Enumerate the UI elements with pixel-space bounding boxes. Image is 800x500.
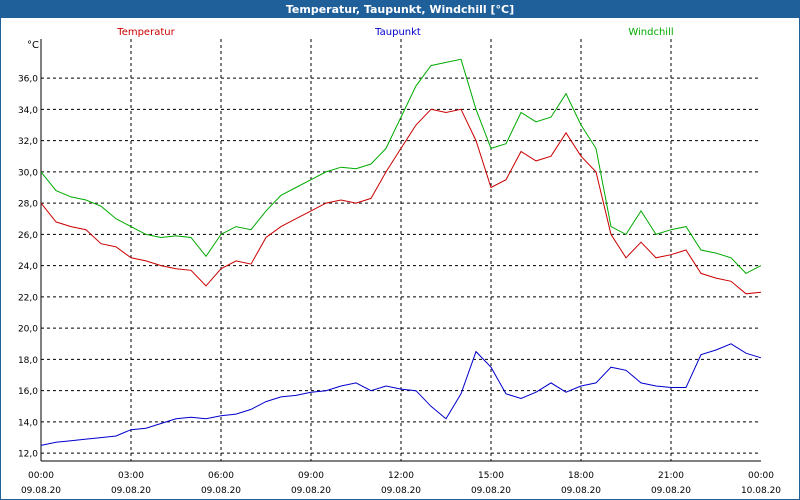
legend-entry-temperatur: Temperatur bbox=[116, 27, 175, 38]
x-tick-date: 09.08.20 bbox=[291, 486, 331, 496]
legend-entry-windchill: Windchill bbox=[628, 27, 673, 38]
x-tick-time: 21:00 bbox=[658, 471, 684, 481]
x-tick-date: 09.08.20 bbox=[381, 486, 421, 496]
y-tick-label: 20,0 bbox=[18, 325, 38, 335]
x-tick-date: 09.08.20 bbox=[561, 486, 601, 496]
y-tick-label: 30,0 bbox=[18, 168, 38, 178]
x-tick-time: 12:00 bbox=[388, 471, 414, 481]
x-tick-date: 09.08.20 bbox=[651, 486, 691, 496]
series-line-windchill bbox=[40, 58, 762, 275]
x-tick-time: 15:00 bbox=[478, 471, 504, 481]
y-tick-label: 34,0 bbox=[18, 106, 38, 116]
window-title: Temperatur, Taupunkt, Windchill [°C] bbox=[1, 1, 799, 18]
axes: 12,0 14,0 16,0 18,0 20,0 22,0 24,0 26,0 28,0 30,0… bbox=[18, 39, 781, 496]
y-tick-label: 22,0 bbox=[18, 293, 38, 303]
x-tick-date: 09.08.20 bbox=[201, 486, 241, 496]
x-tick-time: 18:00 bbox=[568, 471, 594, 481]
x-tick-time: 03:00 bbox=[118, 471, 144, 481]
x-tick-time: 06:00 bbox=[208, 471, 234, 481]
x-tick-date: 09.08.20 bbox=[111, 486, 151, 496]
y-tick-label: 28,0 bbox=[18, 200, 38, 210]
x-tick-date: 09.08.20 bbox=[21, 486, 61, 496]
series-lines bbox=[40, 58, 762, 446]
series-line-taupunkt bbox=[40, 343, 762, 446]
y-tick-label: 18,0 bbox=[18, 356, 38, 366]
legend: Temperatur Taupunkt Windchill bbox=[116, 27, 673, 38]
y-tick-label: 16,0 bbox=[18, 387, 38, 397]
x-tick-time: 00:00 bbox=[28, 471, 54, 481]
y-tick-label: 32,0 bbox=[18, 137, 38, 147]
x-tick-time: 09:00 bbox=[298, 471, 324, 481]
series-line-temperatur bbox=[40, 108, 762, 295]
y-axis-label: °C bbox=[27, 40, 39, 51]
legend-entry-taupunkt: Taupunkt bbox=[374, 27, 421, 38]
y-tick-label: 12,0 bbox=[18, 450, 38, 460]
x-tick-date: 10.08.20 bbox=[741, 486, 781, 496]
y-tick-label: 24,0 bbox=[18, 262, 38, 272]
x-tick-time: 00:00 bbox=[748, 471, 774, 481]
y-tick-label: 14,0 bbox=[18, 418, 38, 428]
grid bbox=[41, 39, 761, 461]
y-tick-label: 36,0 bbox=[18, 75, 38, 85]
y-tick-label: 26,0 bbox=[18, 231, 38, 241]
x-tick-date: 09.08.20 bbox=[471, 486, 511, 496]
